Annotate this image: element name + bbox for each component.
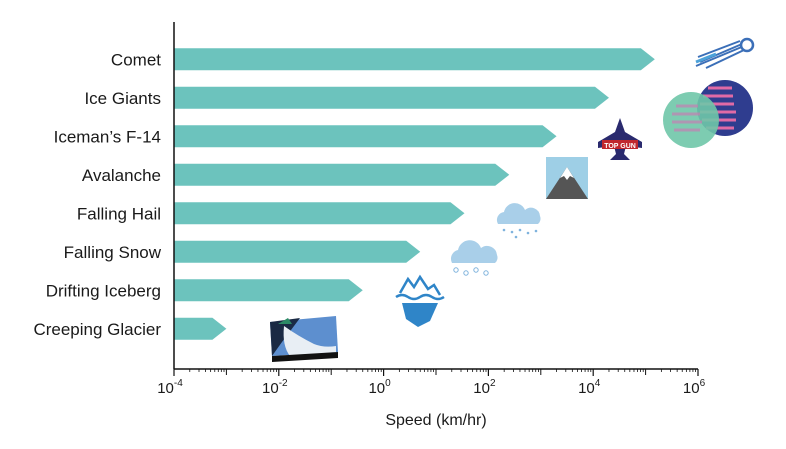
comet-icon xyxy=(695,37,755,69)
category-label-1: Ice Giants xyxy=(84,89,161,108)
tick-label-0: 10-4 xyxy=(157,378,183,397)
bar-6 xyxy=(174,279,363,302)
hail-cloud-icon xyxy=(496,203,541,239)
bar-4 xyxy=(174,202,465,225)
mountain-icon xyxy=(546,157,588,199)
tick-label-2: 100 xyxy=(368,378,391,397)
iceberg-icon xyxy=(395,274,445,327)
bar-2 xyxy=(174,125,557,148)
glacier-icon xyxy=(270,316,338,362)
category-label-0: Comet xyxy=(111,50,161,69)
tick-label-1: 10-2 xyxy=(262,378,288,397)
category-labels: Comet Ice Giants Iceman’s F-14 Avalanche Fal… xyxy=(33,50,161,339)
top-gun-text: TOP GUN xyxy=(604,143,636,150)
tick-label-4: 104 xyxy=(578,378,601,397)
category-label-6: Drifting Iceberg xyxy=(46,281,161,300)
tick-label-5: 106 xyxy=(683,378,706,397)
category-label-2: Iceman’s F-14 xyxy=(54,127,161,146)
bar-5 xyxy=(174,240,421,263)
category-label-5: Falling Snow xyxy=(64,243,162,262)
bar-1 xyxy=(174,86,609,109)
category-label-3: Avalanche xyxy=(82,166,161,185)
category-label-4: Falling Hail xyxy=(77,204,161,223)
bar-7 xyxy=(174,317,227,340)
top-gun-icon: TOP GUN xyxy=(598,118,642,160)
snow-cloud-icon xyxy=(450,240,498,276)
bar-3 xyxy=(174,163,510,186)
ice-giants-icon xyxy=(663,80,753,148)
x-axis-title: Speed (km/hr) xyxy=(385,412,486,429)
category-label-7: Creeping Glacier xyxy=(33,320,161,339)
bar-0 xyxy=(174,48,655,71)
tick-label-3: 102 xyxy=(473,378,496,397)
bars-group xyxy=(174,48,655,340)
